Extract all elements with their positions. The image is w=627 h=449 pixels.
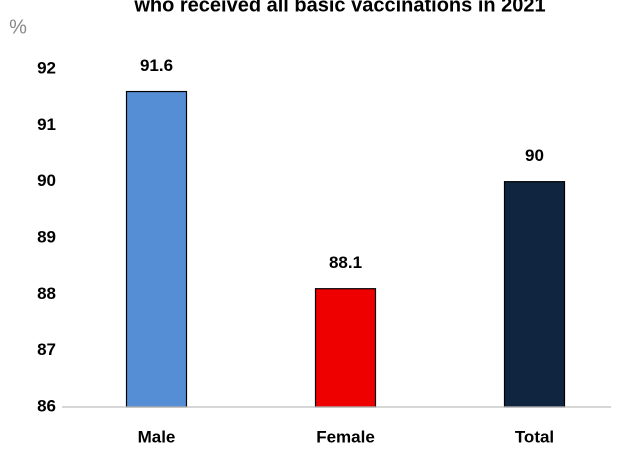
- y-tick-label: 92: [37, 58, 56, 77]
- y-tick-label: 89: [37, 227, 56, 246]
- x-tick-label: Female: [316, 427, 375, 446]
- bar: [503, 181, 566, 408]
- chart-title: who received all basic vaccinations in 2…: [133, 0, 545, 16]
- y-tick-label: 86: [37, 396, 56, 415]
- x-tick-label: Male: [138, 427, 176, 446]
- value-label: 88.1: [329, 253, 362, 272]
- value-label: 91.6: [140, 56, 173, 75]
- bar: [125, 90, 188, 408]
- x-tick-label: Total: [515, 427, 554, 446]
- y-tick-label: 91: [37, 115, 56, 134]
- value-label: 90: [525, 146, 544, 165]
- y-axis-label: %: [9, 16, 27, 38]
- bar: [314, 288, 377, 408]
- y-tick-label: 88: [37, 284, 56, 303]
- y-tick-label: 87: [37, 340, 56, 359]
- y-tick-label: 90: [37, 171, 56, 190]
